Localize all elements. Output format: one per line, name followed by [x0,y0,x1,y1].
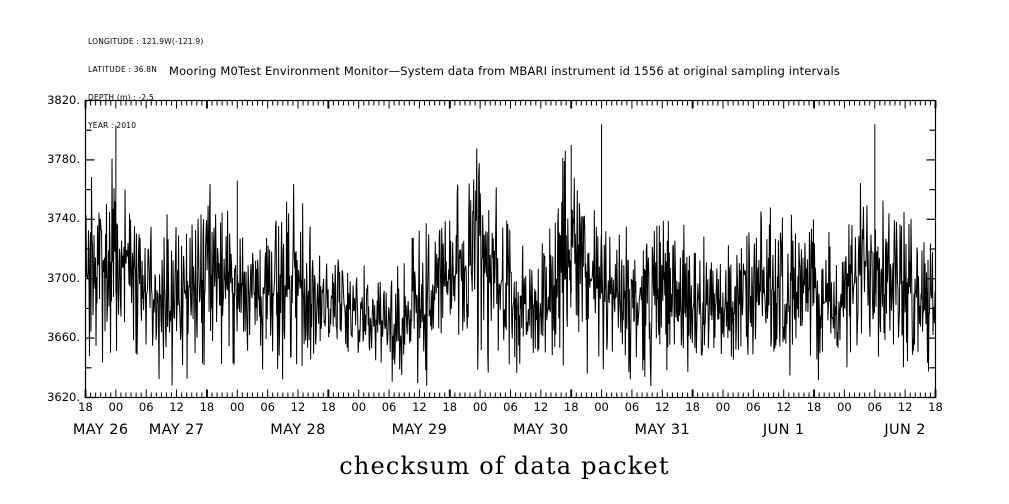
x-axis-hour-label: 00 [229,400,245,414]
chart-caption: checksum of data packet [339,452,670,480]
metadata-longitude: LONGITUDE : 121.9W(-121.9) [88,36,204,46]
metadata-latitude: LATITUDE : 36.8N [88,65,158,75]
x-axis-hour-label: 12 [412,400,427,414]
y-axis-tick-label: 3740. [47,211,80,226]
x-axis-hour-label: 06 [867,400,883,414]
x-axis-hour-label: 18 [199,400,215,414]
x-axis-date-label: MAY 26 [72,422,129,438]
x-axis-hour-label: 00 [351,400,367,414]
x-axis-hour-label: 06 [503,400,518,414]
x-axis-date-label: JUN 1 [762,422,805,438]
x-axis-hour-label: 12 [290,400,306,414]
metadata-depth: DEPTH (m) : -2.5 [88,93,154,103]
y-axis-tick-label: 3660. [47,330,80,345]
x-axis-hour-label: 18 [78,400,93,414]
x-axis-hour-label: 18 [442,400,458,414]
x-axis-hour-label: 18 [563,400,579,414]
x-axis-hour-label: 18 [928,400,943,414]
x-axis-hour-label: 06 [260,400,275,414]
x-axis-hour-label: 00 [715,400,731,414]
x-axis-hour-label: 06 [381,400,397,414]
metadata-year: YEAR : 2010 [88,121,137,131]
y-axis-tick-label: 3700. [47,270,80,285]
x-axis-hour-label: 00 [472,400,488,414]
x-axis-date-label: MAY 31 [634,422,691,438]
x-axis-hour-label: 00 [837,400,852,414]
x-axis-hour-label: 06 [746,400,761,414]
x-axis-date-label: MAY 29 [391,422,448,438]
y-axis-tick-label: 3780. [47,151,80,166]
x-axis-hour-label: 00 [594,400,609,414]
chart-title: Mooring M0Test Environment Monitor—Syste… [169,64,840,78]
x-axis-hour-label: 06 [624,400,640,414]
x-axis-hour-label: 18 [806,400,822,414]
metadata-block: LONGITUDE : 121.9W(-121.9) LATITUDE : 36… [88,18,203,140]
x-axis-hour-label: 00 [108,400,124,414]
x-axis-hour-label: 12 [776,400,792,414]
x-axis-hour-label: 12 [533,400,549,414]
x-axis-hour-label: 06 [138,400,154,414]
x-axis-hour-label: 12 [654,400,670,414]
x-axis-hour-label: 12 [897,400,913,414]
x-axis-date-label: JUN 2 [884,422,926,438]
x-axis-date-label: MAY 27 [148,422,205,438]
y-axis-tick-label: 3820. [47,92,80,107]
y-axis-tick-label: 3620. [47,389,80,404]
x-axis-hour-label: 18 [685,400,700,414]
x-axis-date-label: MAY 30 [513,422,569,438]
x-axis-hour-label: 18 [321,400,336,414]
x-axis-hour-label: 12 [169,400,184,414]
x-axis-date-label: MAY 28 [270,422,326,438]
